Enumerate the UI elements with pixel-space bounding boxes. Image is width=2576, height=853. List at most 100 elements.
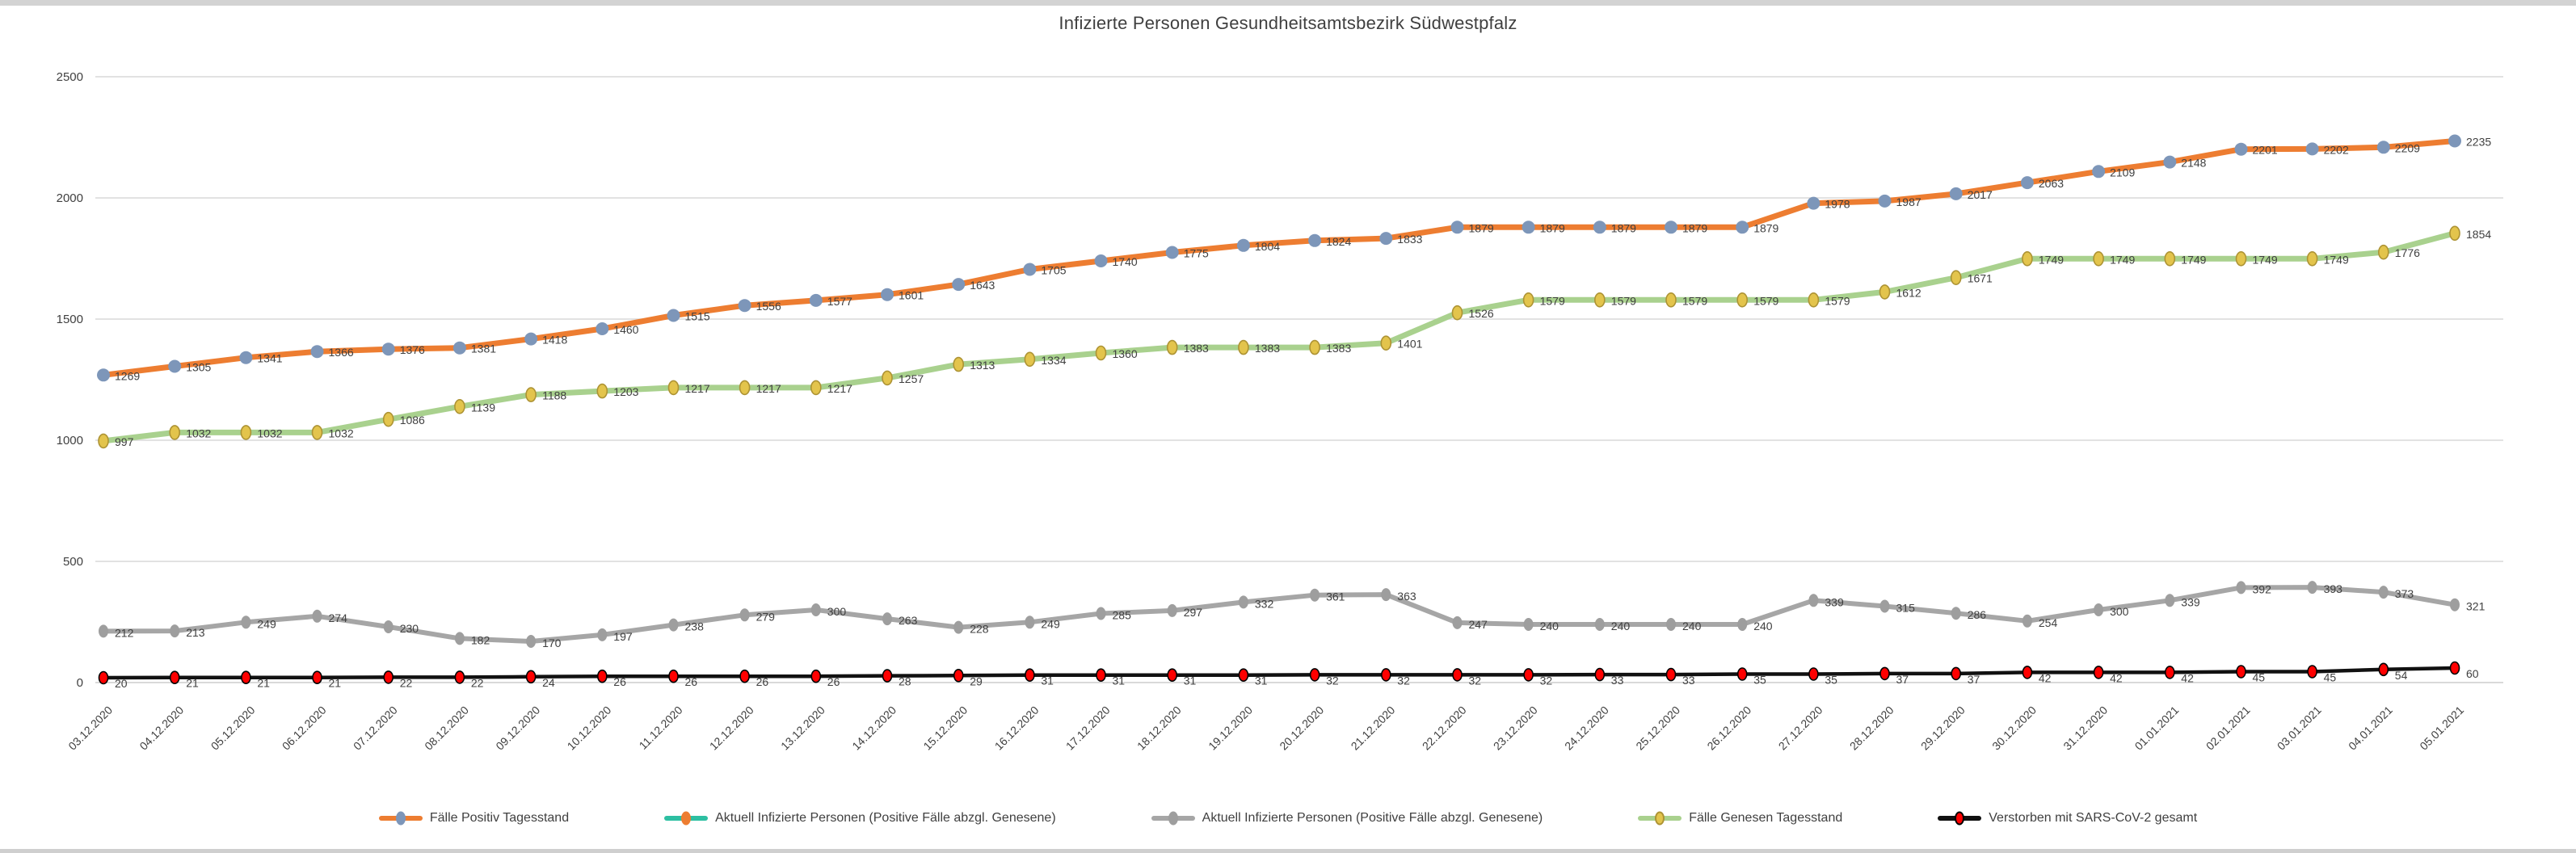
x-tick-label: 25.12.2020 [1633, 704, 1682, 753]
x-tick-label: 15.12.2020 [920, 704, 970, 753]
data-point-label: 274 [329, 611, 348, 624]
data-point-label: 1257 [899, 372, 924, 385]
data-point-marker [1522, 221, 1535, 234]
data-point-marker [383, 620, 394, 633]
data-point-marker [1238, 595, 1248, 609]
data-point-marker [1522, 292, 1534, 308]
data-point-label: 1086 [400, 414, 425, 426]
data-point-marker [1238, 339, 1249, 355]
data-point-marker [454, 632, 465, 645]
data-point-marker [1452, 668, 1463, 682]
legend-item-faelle-genesen-tagesstand: Fälle Genesen Tagesstand [1638, 811, 1842, 826]
data-point-marker [1308, 233, 1322, 247]
data-point-marker [169, 425, 180, 440]
data-point-marker [1666, 618, 1676, 631]
data-point-label: 1643 [970, 279, 995, 292]
data-point-label: 1749 [2181, 253, 2206, 266]
data-point-marker [1236, 238, 1250, 252]
data-point-label: 321 [2466, 600, 2486, 613]
data-point-label: 240 [1753, 620, 1773, 632]
aktuell-infizierte-grau-legend-marker-icon [1168, 811, 1178, 826]
window-chrome-top [0, 0, 2576, 6]
data-point-label: 26 [685, 675, 698, 688]
window-chrome-bottom [0, 849, 2576, 853]
data-point-marker [953, 356, 964, 372]
data-point-label: 339 [1825, 595, 1844, 608]
data-point-label: 60 [2466, 667, 2479, 680]
data-point-marker [882, 669, 893, 683]
data-point-label: 2202 [2324, 143, 2349, 156]
data-point-label: 393 [2324, 582, 2343, 595]
data-point-marker [383, 670, 394, 684]
data-point-marker [526, 635, 537, 648]
x-tick-label: 14.12.2020 [849, 704, 899, 753]
data-point-label: 1601 [899, 289, 924, 302]
data-point-marker [668, 618, 679, 632]
gridlines: 0 500 1000 1500 2000 2500 [57, 70, 2503, 690]
aktuell-infizierte-grau-legend-line-icon [1151, 811, 1195, 826]
data-point-label: 1879 [1540, 221, 1565, 234]
data-point-marker [1736, 292, 1748, 308]
verstorben-sars-cov-2-legend-line-icon [1938, 811, 1982, 826]
data-point-marker [241, 670, 251, 685]
data-point-label: 1418 [542, 334, 567, 347]
data-point-marker [2307, 581, 2317, 595]
data-point-label: 285 [1113, 609, 1132, 622]
data-point-marker [169, 670, 180, 685]
data-point-marker [2020, 176, 2034, 190]
x-tick-label: 04.01.2021 [2346, 704, 2395, 753]
x-tick-label: 21.12.2020 [1349, 704, 1398, 753]
data-point-marker [1094, 254, 1108, 267]
data-point-label: 1217 [756, 382, 781, 395]
data-point-label: 1879 [1611, 221, 1636, 234]
data-point-marker [2165, 666, 2175, 679]
verstorben-sars-cov-2-line [103, 666, 2456, 680]
data-point-label: 332 [1255, 597, 1274, 610]
data-point-marker [739, 380, 751, 396]
data-point-marker [1238, 668, 1249, 683]
data-point-label: 1824 [1326, 235, 1351, 248]
data-point-marker [1808, 292, 1820, 308]
x-tick-label: 11.12.2020 [636, 704, 684, 752]
data-point-marker [310, 345, 324, 359]
y-tick-label: 2500 [57, 70, 83, 84]
verstorben-sars-cov-2-legend-marker-icon [1955, 811, 1965, 826]
data-point-label: 1577 [827, 295, 852, 308]
data-point-label: 228 [970, 623, 989, 636]
data-point-label: 26 [756, 675, 769, 688]
data-point-label: 2148 [2181, 157, 2206, 170]
x-tick-label: 23.12.2020 [1491, 704, 1540, 753]
y-tick-label: 1000 [57, 434, 83, 448]
faelle-genesen-tagesstand-legend-line-icon [1638, 811, 1682, 826]
data-point-marker [1167, 603, 1177, 617]
data-point-label: 54 [2395, 669, 2408, 682]
data-point-marker [1665, 292, 1677, 308]
data-point-label: 1515 [685, 310, 710, 323]
data-point-marker [1096, 668, 1106, 683]
data-point-marker [2236, 581, 2246, 595]
data-point-marker [809, 293, 823, 307]
faelle-positiv-tagesstand-legend-line-icon [378, 811, 423, 826]
y-tick-label: 500 [63, 555, 83, 569]
x-tick-label: 28.12.2020 [1847, 704, 1896, 753]
x-tick-label: 12.12.2020 [707, 704, 756, 753]
y-tick-label: 2000 [57, 191, 83, 205]
data-point-label: 1381 [471, 342, 496, 355]
data-point-label: 1833 [1397, 233, 1422, 246]
data-point-marker [1381, 588, 1391, 602]
data-point-label: 373 [2395, 587, 2414, 600]
x-tick-label: 09.12.2020 [493, 704, 542, 753]
data-point-label: 1705 [1041, 264, 1066, 277]
aktuell-infizierte-teal-legend-line-icon [664, 811, 709, 826]
data-point-label: 1749 [2039, 253, 2064, 266]
data-point-marker [952, 278, 966, 292]
data-point-marker [596, 669, 608, 683]
data-point-marker [2307, 665, 2317, 679]
data-point-marker [2235, 250, 2247, 267]
data-point-label: 1032 [329, 426, 354, 439]
data-point-label: 45 [2253, 671, 2266, 684]
data-point-label: 35 [1753, 674, 1766, 687]
x-tick-label: 01.01.2021 [2132, 704, 2182, 753]
x-tick-label: 03.01.2021 [2275, 704, 2324, 753]
data-point-marker [1593, 221, 1606, 234]
